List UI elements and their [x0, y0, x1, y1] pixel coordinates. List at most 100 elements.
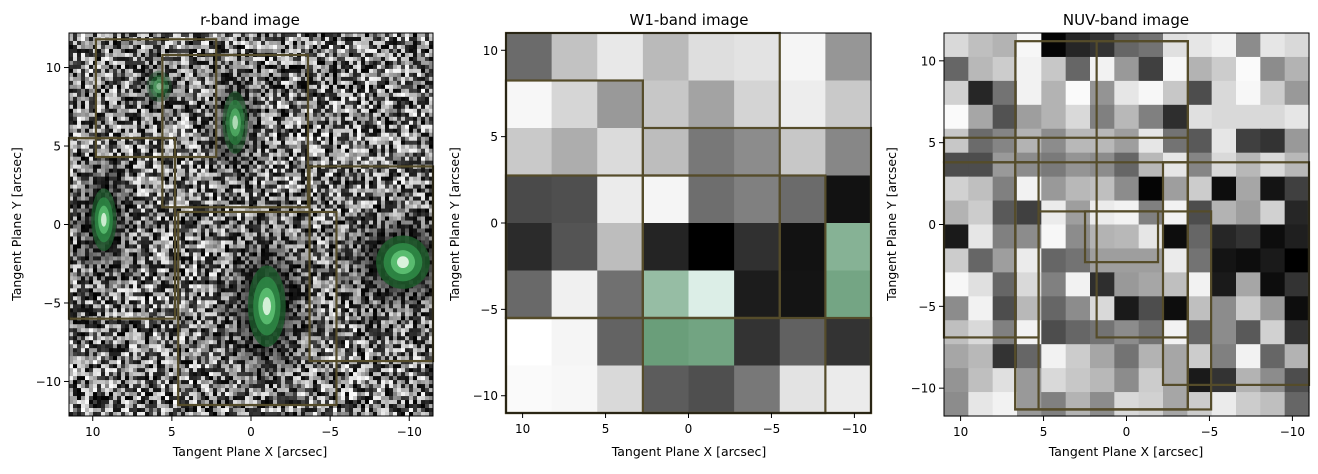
image-pixel [301, 192, 306, 197]
image-pixel [125, 80, 130, 86]
image-pixel [141, 140, 146, 146]
image-pixel [169, 128, 174, 134]
image-pixel [373, 144, 378, 150]
image-pixel [129, 144, 134, 150]
image-pixel [153, 188, 158, 193]
image-pixel [361, 48, 366, 54]
image-pixel [273, 236, 278, 241]
image-pixel [97, 160, 102, 166]
image-pixel [393, 160, 398, 166]
image-pixel [237, 192, 242, 197]
image-pixel [321, 36, 326, 42]
image-pixel [105, 64, 110, 70]
image-pixel [313, 168, 318, 174]
image-pixel [89, 164, 94, 170]
image-pixel [365, 144, 370, 150]
image-pixel [97, 172, 102, 178]
image-pixel [389, 192, 394, 197]
image-pixel [345, 108, 350, 114]
image-pixel [297, 108, 302, 114]
image-pixel [421, 236, 426, 241]
image-pixel [297, 152, 302, 158]
image-pixel [285, 180, 290, 185]
image-pixel [349, 244, 354, 249]
image-pixel [321, 124, 326, 130]
image-pixel [189, 248, 194, 253]
image-pixel [117, 84, 122, 90]
image-pixel [373, 196, 378, 201]
image-pixel [189, 76, 194, 82]
image-pixel [297, 216, 302, 221]
image-pixel [333, 136, 338, 142]
image-pixel [109, 72, 114, 78]
image-pixel [281, 132, 286, 138]
image-pixel [181, 156, 186, 162]
image-pixel [333, 88, 338, 94]
image-pixel [181, 64, 186, 70]
image-pixel [185, 144, 190, 150]
image-pixel [225, 196, 230, 201]
image-pixel [153, 108, 158, 114]
image-pixel [113, 168, 118, 174]
image-pixel [197, 136, 202, 142]
image-pixel [253, 180, 258, 185]
image-pixel [273, 96, 278, 102]
image-pixel [317, 60, 322, 66]
image-pixel [409, 168, 414, 174]
image-pixel [293, 216, 298, 221]
image-pixel [341, 104, 346, 110]
image-pixel [229, 184, 234, 189]
image-pixel [261, 124, 266, 130]
image-pixel [389, 152, 394, 158]
image-pixel [377, 208, 382, 213]
image-pixel [321, 144, 326, 150]
image-pixel [89, 212, 94, 217]
image-pixel [389, 180, 394, 185]
image-pixel [285, 240, 290, 245]
image-pixel [113, 176, 118, 182]
image-pixel [269, 128, 274, 134]
image-pixel [265, 244, 270, 249]
image-pixel [309, 168, 314, 174]
image-pixel [297, 92, 302, 98]
image-pixel [349, 52, 354, 58]
image-pixel [369, 140, 374, 146]
image-pixel [233, 164, 238, 170]
image-pixel [145, 72, 150, 78]
image-pixel [133, 204, 138, 209]
image-pixel [365, 244, 370, 249]
image-pixel [125, 216, 130, 221]
image-pixel [361, 180, 366, 185]
image-pixel [117, 212, 122, 217]
image-pixel [361, 220, 366, 225]
image-pixel [345, 80, 350, 86]
image-pixel [301, 100, 306, 106]
image-pixel [133, 144, 138, 150]
image-pixel [133, 56, 138, 62]
image-pixel [397, 200, 402, 205]
image-pixel [405, 216, 410, 221]
image-pixel [213, 33, 218, 38]
image-pixel [125, 184, 130, 189]
image-pixel [105, 40, 110, 46]
image-pixel [409, 56, 414, 62]
image-pixel [125, 160, 130, 166]
image-pixel [129, 200, 134, 205]
image-pixel [201, 92, 206, 98]
image-pixel [281, 192, 286, 197]
image-pixel [409, 132, 414, 138]
image-pixel [285, 212, 290, 217]
image-pixel [269, 148, 274, 154]
image-pixel [253, 60, 258, 66]
image-pixel [257, 80, 262, 86]
image-pixel [341, 196, 346, 201]
image-pixel [333, 124, 338, 130]
image-pixel [109, 188, 114, 193]
image-pixel [357, 144, 362, 150]
image-pixel [145, 212, 150, 217]
image-pixel [109, 164, 114, 170]
image-pixel [377, 224, 382, 229]
image-pixel [69, 224, 74, 229]
image-pixel [189, 60, 194, 66]
image-pixel [121, 56, 126, 62]
